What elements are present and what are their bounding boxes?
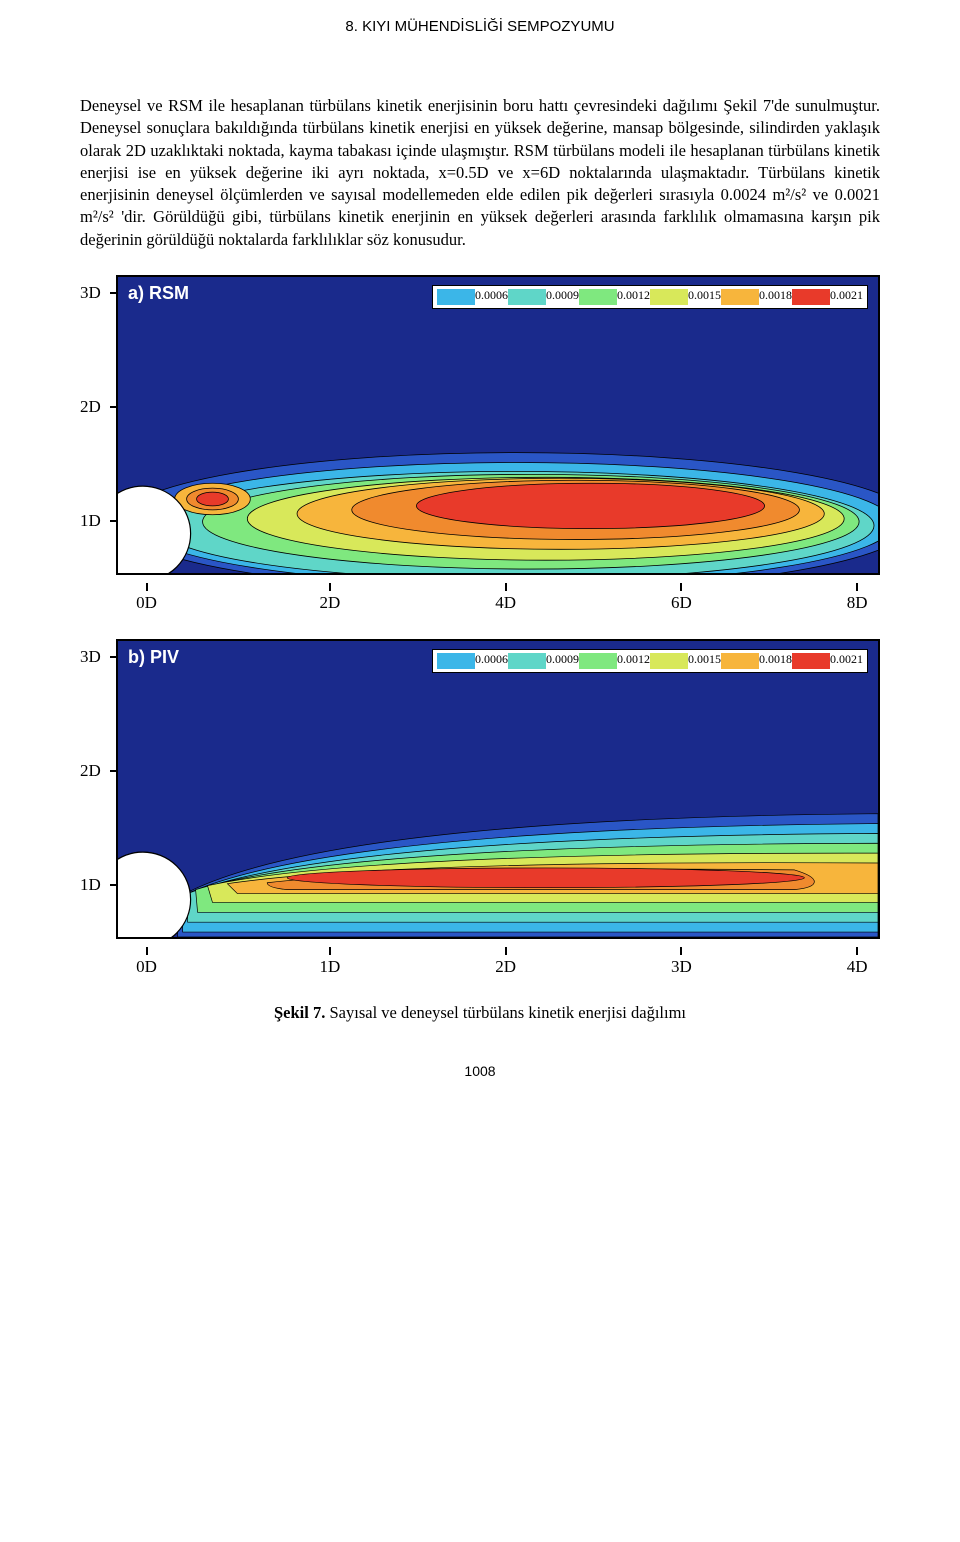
legend-value: 0.0018 bbox=[759, 652, 792, 667]
y-tick-label: 2D bbox=[80, 761, 101, 781]
x-tick-mark bbox=[505, 583, 507, 591]
contour-svg bbox=[118, 641, 878, 937]
x-tick-mark bbox=[146, 947, 148, 955]
legend-swatch bbox=[508, 653, 546, 669]
contour-svg bbox=[118, 277, 878, 573]
contour-plot-rsm: a) RSM 0.0006 0.0009 0.0012 0.0015 0.001… bbox=[116, 275, 880, 575]
body-paragraph: Deneysel ve RSM ile hesaplanan türbülans… bbox=[80, 95, 880, 251]
legend-value: 0.0009 bbox=[546, 288, 579, 303]
legend-value: 0.0021 bbox=[830, 288, 863, 303]
x-tick-label: 2D bbox=[495, 957, 516, 977]
figure-caption: Şekil 7. Sayısal ve deneysel türbülans k… bbox=[80, 1003, 880, 1023]
color-legend: 0.0006 0.0009 0.0012 0.0015 0.0018 0.002… bbox=[432, 649, 868, 673]
x-tick-mark bbox=[856, 947, 858, 955]
x-tick-mark bbox=[680, 947, 682, 955]
legend-value: 0.0006 bbox=[475, 652, 508, 667]
y-tick-label: 1D bbox=[80, 511, 101, 531]
panel-label-b: b) PIV bbox=[128, 647, 179, 668]
x-tick-label: 2D bbox=[320, 593, 341, 613]
legend-value: 0.0015 bbox=[688, 652, 721, 667]
y-tick-label: 3D bbox=[80, 283, 101, 303]
x-tick-label: 4D bbox=[847, 957, 868, 977]
legend-swatch bbox=[437, 653, 475, 669]
legend-swatch bbox=[437, 289, 475, 305]
figure-panel-a-container: 3D 2D 1D a) RSM 0.0006 0.0009 0.0012 0.0… bbox=[80, 275, 880, 575]
contour-plot-piv: b) PIV 0.0006 0.0009 0.0012 0.0015 0.001… bbox=[116, 639, 880, 939]
x-tick-mark bbox=[680, 583, 682, 591]
y-tick-label: 1D bbox=[80, 875, 101, 895]
x-tick-mark bbox=[329, 947, 331, 955]
legend-value: 0.0021 bbox=[830, 652, 863, 667]
legend-swatch bbox=[579, 289, 617, 305]
x-tick-label: 3D bbox=[671, 957, 692, 977]
legend-value: 0.0006 bbox=[475, 288, 508, 303]
legend-swatch bbox=[792, 289, 830, 305]
figure-panel-b-container: 3D 2D 1D b) PIV 0.0006 0.0009 0.0012 0.0… bbox=[80, 639, 880, 939]
x-tick-label: 1D bbox=[320, 957, 341, 977]
legend-value: 0.0015 bbox=[688, 288, 721, 303]
legend-swatch bbox=[650, 289, 688, 305]
y-tick-label: 2D bbox=[80, 397, 101, 417]
legend-swatch bbox=[721, 289, 759, 305]
y-tick-label: 3D bbox=[80, 647, 101, 667]
x-tick-mark bbox=[146, 583, 148, 591]
x-tick-label: 0D bbox=[136, 593, 157, 613]
x-tick-mark bbox=[856, 583, 858, 591]
x-axis-a: 0D 2D 4D 6D 8D bbox=[116, 587, 880, 619]
x-tick-label: 0D bbox=[136, 957, 157, 977]
legend-swatch bbox=[792, 653, 830, 669]
legend-value: 0.0012 bbox=[617, 652, 650, 667]
legend-swatch bbox=[579, 653, 617, 669]
page-header: 8. KIYI MÜHENDİSLİĞİ SEMPOZYUMU bbox=[80, 0, 880, 95]
x-axis-b: 0D 1D 2D 3D 4D bbox=[116, 951, 880, 983]
legend-value: 0.0009 bbox=[546, 652, 579, 667]
x-tick-mark bbox=[505, 947, 507, 955]
legend-swatch bbox=[650, 653, 688, 669]
page-number: 1008 bbox=[80, 1063, 880, 1079]
panel-label-a: a) RSM bbox=[128, 283, 189, 304]
legend-value: 0.0012 bbox=[617, 288, 650, 303]
color-legend: 0.0006 0.0009 0.0012 0.0015 0.0018 0.002… bbox=[432, 285, 868, 309]
legend-swatch bbox=[721, 653, 759, 669]
legend-swatch bbox=[508, 289, 546, 305]
x-tick-label: 6D bbox=[671, 593, 692, 613]
caption-text: Sayısal ve deneysel türbülans kinetik en… bbox=[325, 1003, 686, 1022]
legend-value: 0.0018 bbox=[759, 288, 792, 303]
x-tick-mark bbox=[329, 583, 331, 591]
caption-label: Şekil 7. bbox=[274, 1003, 325, 1022]
x-tick-label: 4D bbox=[495, 593, 516, 613]
x-tick-label: 8D bbox=[847, 593, 868, 613]
